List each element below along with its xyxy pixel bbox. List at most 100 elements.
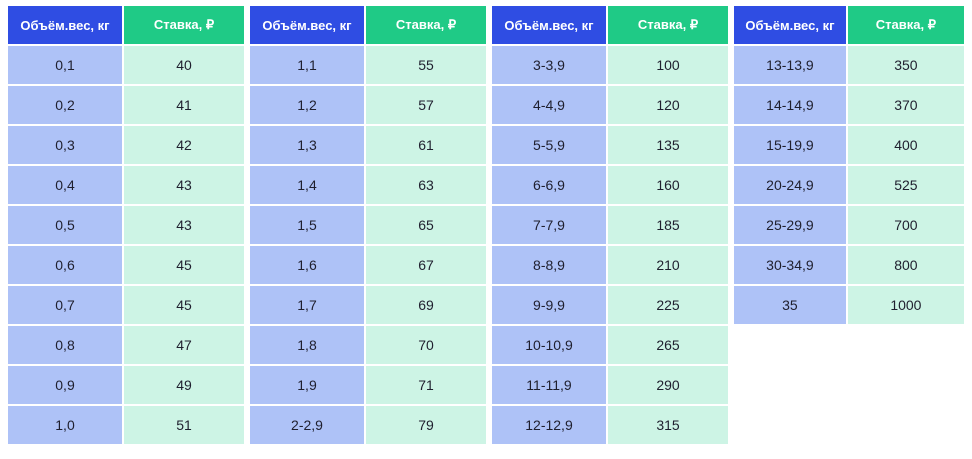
rate-cell: 71 bbox=[366, 366, 486, 404]
rate-table-3: Объём.вес, кг Ставка, ₽3-3,9 100 4-4,9 120 5-… bbox=[490, 4, 730, 446]
weight-cell: 0,5 bbox=[8, 206, 122, 244]
column-header-weight: Объём.вес, кг bbox=[250, 6, 364, 44]
table-row: 35 1000 bbox=[734, 286, 964, 324]
rate-cell: 135 bbox=[608, 126, 728, 164]
rate-cell: 370 bbox=[847, 86, 964, 124]
weight-cell: 1,6 bbox=[250, 246, 364, 284]
rate-cell: 42 bbox=[124, 126, 244, 164]
weight-cell: 1,3 bbox=[250, 126, 364, 164]
column-header-rate: Ставка, ₽ bbox=[847, 6, 964, 44]
rate-cell: 700 bbox=[847, 206, 964, 244]
weight-cell: 8-8,9 bbox=[492, 246, 606, 284]
weight-cell: 1,4 bbox=[250, 166, 364, 204]
table-row: 8-8,9 210 bbox=[492, 246, 728, 284]
weight-cell: 3-3,9 bbox=[492, 46, 606, 84]
weight-cell: 35 bbox=[734, 286, 846, 324]
rate-cell: 43 bbox=[124, 166, 244, 204]
table-row: 0,5 43 bbox=[8, 206, 244, 244]
rate-cell: 40 bbox=[124, 46, 244, 84]
table-row: 1,0 51 bbox=[8, 406, 244, 444]
table-row: 4-4,9 120 bbox=[492, 86, 728, 124]
rate-cell: 185 bbox=[608, 206, 728, 244]
rate-cell: 45 bbox=[124, 286, 244, 324]
table-row: 0,4 43 bbox=[8, 166, 244, 204]
table-row: 1,3 61 bbox=[250, 126, 486, 164]
table-row: 1,1 55 bbox=[250, 46, 486, 84]
column-header-weight: Объём.вес, кг bbox=[734, 6, 846, 44]
column-header-weight: Объём.вес, кг bbox=[8, 6, 122, 44]
rate-cell: 525 bbox=[847, 166, 964, 204]
rate-cell: 79 bbox=[366, 406, 486, 444]
table-row: 15-19,9 400 bbox=[734, 126, 964, 164]
table-row: 5-5,9 135 bbox=[492, 126, 728, 164]
table-header-row: Объём.вес, кг Ставка, ₽ bbox=[8, 6, 244, 44]
rate-table-1: Объём.вес, кг Ставка, ₽0,1 40 0,2 41 0,3 42 0,4… bbox=[6, 4, 246, 446]
weight-cell: 1,2 bbox=[250, 86, 364, 124]
rate-cell: 1000 bbox=[847, 286, 964, 324]
table-row: 1,9 71 bbox=[250, 366, 486, 404]
weight-cell: 30-34,9 bbox=[734, 246, 846, 284]
weight-cell: 1,0 bbox=[8, 406, 122, 444]
weight-cell: 1,8 bbox=[250, 326, 364, 364]
table-row: 1,2 57 bbox=[250, 86, 486, 124]
weight-cell: 20-24,9 bbox=[734, 166, 846, 204]
rate-cell: 70 bbox=[366, 326, 486, 364]
rate-cell: 55 bbox=[366, 46, 486, 84]
table-row: 1,7 69 bbox=[250, 286, 486, 324]
weight-cell: 7-7,9 bbox=[492, 206, 606, 244]
table-row: 0,3 42 bbox=[8, 126, 244, 164]
rate-cell: 800 bbox=[847, 246, 964, 284]
rate-cell: 210 bbox=[608, 246, 728, 284]
weight-cell: 1,1 bbox=[250, 46, 364, 84]
table-row: 1,6 67 bbox=[250, 246, 486, 284]
weight-cell: 9-9,9 bbox=[492, 286, 606, 324]
table-row: 1,4 63 bbox=[250, 166, 486, 204]
rate-table-2: Объём.вес, кг Ставка, ₽1,1 55 1,2 57 1,3 61 1,4… bbox=[248, 4, 488, 446]
table-row: 13-13,9 350 bbox=[734, 46, 964, 84]
table-row: 30-34,9 800 bbox=[734, 246, 964, 284]
rate-cell: 225 bbox=[608, 286, 728, 324]
column-header-rate: Ставка, ₽ bbox=[608, 6, 728, 44]
column-header-weight: Объём.вес, кг bbox=[492, 6, 606, 44]
weight-cell: 0,3 bbox=[8, 126, 122, 164]
table-row: 1,5 65 bbox=[250, 206, 486, 244]
rate-cell: 65 bbox=[366, 206, 486, 244]
rate-cell: 63 bbox=[366, 166, 486, 204]
weight-cell: 1,5 bbox=[250, 206, 364, 244]
rate-table-4: Объём.вес, кг Ставка, ₽13-13,9 350 14-14,9 3… bbox=[732, 4, 966, 326]
table-row: 9-9,9 225 bbox=[492, 286, 728, 324]
rate-cell: 51 bbox=[124, 406, 244, 444]
rate-cell: 160 bbox=[608, 166, 728, 204]
rate-cell: 61 bbox=[366, 126, 486, 164]
rate-cell: 120 bbox=[608, 86, 728, 124]
table-header-row: Объём.вес, кг Ставка, ₽ bbox=[250, 6, 486, 44]
weight-cell: 0,2 bbox=[8, 86, 122, 124]
weight-cell: 0,9 bbox=[8, 366, 122, 404]
weight-cell: 4-4,9 bbox=[492, 86, 606, 124]
weight-cell: 0,7 bbox=[8, 286, 122, 324]
weight-cell: 13-13,9 bbox=[734, 46, 846, 84]
rate-cell: 47 bbox=[124, 326, 244, 364]
weight-cell: 0,4 bbox=[8, 166, 122, 204]
weight-cell: 5-5,9 bbox=[492, 126, 606, 164]
rate-cell: 350 bbox=[847, 46, 964, 84]
table-header-row: Объём.вес, кг Ставка, ₽ bbox=[492, 6, 728, 44]
rate-cell: 45 bbox=[124, 246, 244, 284]
table-row: 0,1 40 bbox=[8, 46, 244, 84]
table-row: 2-2,9 79 bbox=[250, 406, 486, 444]
weight-cell: 0,6 bbox=[8, 246, 122, 284]
rate-cell: 49 bbox=[124, 366, 244, 404]
rate-cell: 400 bbox=[847, 126, 964, 164]
table-header-row: Объём.вес, кг Ставка, ₽ bbox=[734, 6, 964, 44]
table-row: 0,2 41 bbox=[8, 86, 244, 124]
rate-cell: 69 bbox=[366, 286, 486, 324]
rate-cell: 290 bbox=[608, 366, 728, 404]
weight-cell: 11-11,9 bbox=[492, 366, 606, 404]
table-row: 0,8 47 bbox=[8, 326, 244, 364]
rate-cell: 41 bbox=[124, 86, 244, 124]
table-row: 1,8 70 bbox=[250, 326, 486, 364]
table-row: 10-10,9 265 bbox=[492, 326, 728, 364]
table-row: 0,9 49 bbox=[8, 366, 244, 404]
table-row: 20-24,9 525 bbox=[734, 166, 964, 204]
weight-cell: 6-6,9 bbox=[492, 166, 606, 204]
